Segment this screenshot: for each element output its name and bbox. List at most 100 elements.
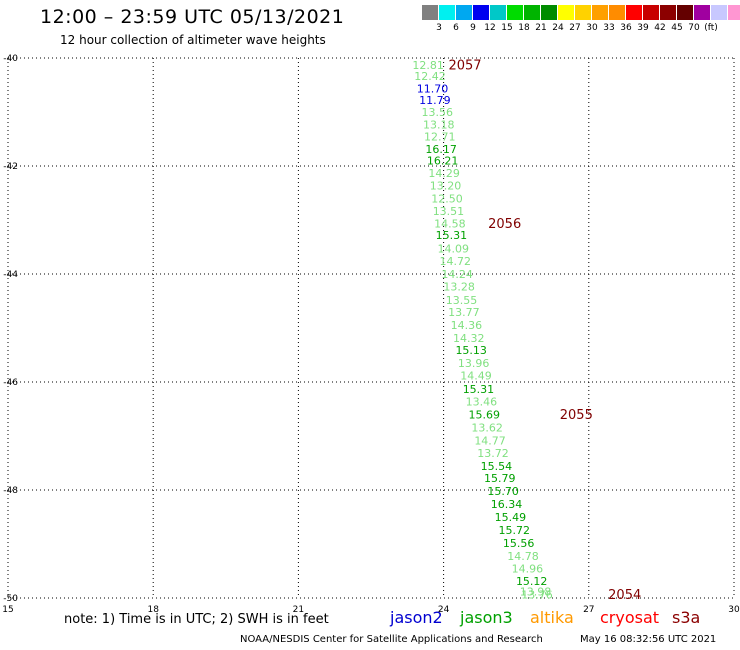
wave-height-label: 13.28	[443, 281, 475, 294]
wave-height-label: 15.72	[499, 524, 531, 537]
wave-height-label: 14.36	[451, 319, 483, 332]
color-scale-label: 9	[470, 23, 476, 33]
wave-height-label: 12.81	[412, 59, 444, 72]
wave-height-label: 14.24	[441, 268, 473, 281]
y-tick-label: -44	[3, 270, 18, 280]
wave-height-label: 13.96	[458, 357, 490, 370]
wave-height-label: 13.20	[430, 180, 462, 193]
color-swatch	[694, 5, 711, 20]
wave-height-label: 16.17	[425, 143, 457, 156]
pass-number-annotation: 2056	[488, 217, 521, 232]
color-scale-label: 33	[603, 23, 615, 33]
color-scale-label: 24	[552, 23, 564, 33]
wave-height-label: 11.79	[419, 94, 451, 107]
wave-height-label: 14.29	[428, 167, 460, 180]
color-scale-label: 39	[637, 23, 649, 33]
x-tick-label: 15	[2, 605, 13, 615]
color-swatch	[575, 5, 592, 20]
wave-height-label: 13.76	[521, 588, 553, 601]
color-scale-label: 18	[518, 23, 530, 33]
color-swatch	[592, 5, 609, 20]
color-scale-label: 12	[484, 23, 496, 33]
wave-height-label: 13.98	[520, 586, 552, 599]
wave-height-label: 13.46	[466, 396, 498, 409]
chart-title: 12:00 – 23:59 UTC 05/13/2021	[40, 6, 345, 28]
color-swatch	[524, 5, 541, 20]
pass-number-annotation: 2055	[560, 408, 593, 423]
color-scale-label: 70	[688, 23, 700, 33]
wave-height-label: 15.79	[484, 472, 516, 485]
wave-height-label: 12.71	[424, 130, 456, 143]
x-tick-label: 30	[728, 605, 740, 615]
wave-height-label: 15.31	[463, 383, 495, 396]
wave-height-label: 13.55	[446, 294, 478, 307]
y-tick-label: -46	[3, 378, 18, 388]
wave-height-label: 13.56	[422, 106, 454, 119]
wave-height-label: 12.50	[431, 192, 463, 205]
color-swatch	[609, 5, 626, 20]
wave-height-label: 14.32	[453, 332, 485, 345]
wave-height-label: 16.34	[491, 498, 523, 511]
mission-altika: altika	[530, 608, 574, 627]
color-swatch	[677, 5, 694, 20]
wave-height-label: 15.54	[481, 460, 513, 473]
wave-height-label: 13.62	[471, 421, 503, 434]
wave-height-label: 15.12	[516, 575, 548, 588]
chart-subtitle: 12 hour collection of altimeter wave hei…	[60, 33, 326, 47]
color-swatch	[541, 5, 558, 20]
color-swatch	[558, 5, 575, 20]
mission-jason3: jason3	[460, 608, 513, 627]
footer-generated-time: May 16 08:32:56 UTC 2021	[580, 634, 717, 645]
wave-height-label: 12.42	[414, 70, 446, 83]
mission-s3a: s3a	[672, 608, 701, 627]
wave-height-label: 15.49	[495, 511, 527, 524]
color-swatch	[660, 5, 677, 20]
color-swatch	[507, 5, 524, 20]
color-swatch	[456, 5, 473, 20]
x-tick-label: 21	[293, 605, 304, 615]
color-swatch	[643, 5, 660, 20]
color-scale-label: 36	[620, 23, 632, 33]
wave-height-label: 13.72	[477, 447, 509, 460]
wave-height-label: 15.13	[455, 344, 487, 357]
x-tick-label: 27	[583, 605, 594, 615]
wave-height-label: 14.96	[512, 562, 544, 575]
wave-height-label: 15.31	[436, 229, 468, 242]
color-scale-label: 30	[586, 23, 598, 33]
color-swatch	[728, 5, 740, 20]
wave-height-label: 16.21	[427, 155, 459, 168]
wave-height-label: 14.77	[474, 434, 506, 447]
wave-height-label: 14.09	[438, 243, 470, 256]
mission-jason2: jason2	[390, 608, 443, 627]
y-tick-label: -50	[3, 594, 18, 604]
color-swatch	[626, 5, 643, 20]
color-scale-label: 42	[654, 23, 666, 33]
x-tick-label: 18	[147, 605, 159, 615]
color-swatch	[439, 5, 456, 20]
x-tick-label: 24	[438, 605, 450, 615]
pass-number-annotation: 2057	[448, 59, 481, 74]
color-scale-label: 6	[453, 23, 459, 33]
wave-height-label: 13.18	[423, 119, 455, 132]
note-text: note: 1) Time is in UTC; 2) SWH is in fe…	[64, 612, 329, 627]
wave-height-label: 13.77	[448, 306, 480, 319]
wave-height-label: 15.70	[487, 485, 519, 498]
wave-height-label: 14.78	[507, 550, 539, 563]
color-scale-label: 15	[501, 23, 513, 33]
y-tick-label: -42	[3, 162, 18, 172]
color-scale-label: (ft)	[704, 23, 718, 33]
color-swatch	[490, 5, 507, 20]
y-tick-label: -48	[3, 486, 18, 496]
color-scale-label: 45	[671, 23, 683, 33]
mission-cryosat: cryosat	[600, 608, 660, 627]
wave-height-label: 14.58	[434, 217, 466, 230]
color-scale-label: 27	[569, 23, 581, 33]
wave-height-label: 15.69	[469, 408, 501, 421]
color-swatch	[473, 5, 490, 20]
y-tick-label: -40	[3, 54, 18, 64]
color-scale-label: 21	[535, 23, 547, 33]
wave-height-label: 15.56	[503, 537, 535, 550]
wave-height-label: 14.49	[460, 370, 492, 383]
color-swatch	[711, 5, 728, 20]
